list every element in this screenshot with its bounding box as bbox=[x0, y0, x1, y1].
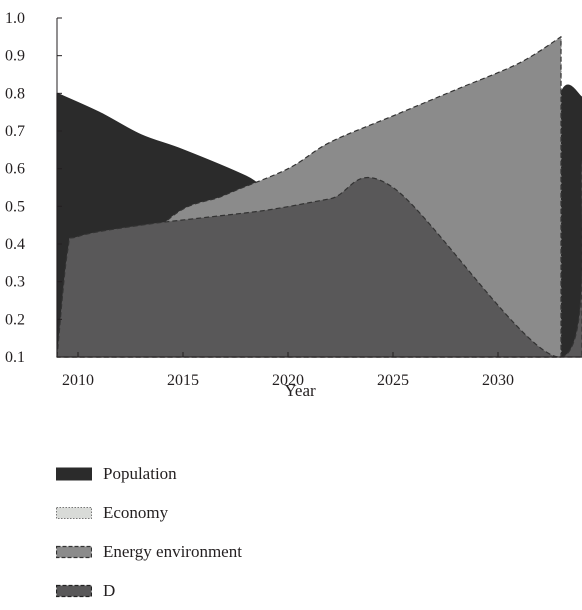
y-tick-label: 0.6 bbox=[5, 161, 25, 178]
legend-swatch-energy-environment bbox=[56, 545, 92, 558]
x-tick-label: 2010 bbox=[62, 372, 94, 389]
y-tick-label: 0.3 bbox=[5, 274, 25, 291]
y-tick-label: 1.0 bbox=[5, 10, 25, 27]
legend-item-population: Population bbox=[56, 454, 242, 493]
y-tick-label: 0.7 bbox=[5, 123, 25, 140]
y-tick-label: 0.4 bbox=[5, 236, 25, 253]
legend-label-d: D bbox=[103, 580, 116, 600]
legend-item-economy: Economy bbox=[56, 493, 242, 532]
legend-label-energy-environment: Energy environment bbox=[103, 541, 242, 561]
legend-item-d: D bbox=[56, 571, 242, 610]
legend-label-economy: Economy bbox=[103, 502, 169, 522]
legend-item-energy-environment: Energy environment bbox=[56, 532, 242, 571]
axes: 0.1 0.2 0.3 0.4 0.5 0.6 0.7 0.8 0.9 1.0 2010 2015 20… bbox=[5, 10, 582, 389]
x-tick-label: 2025 bbox=[377, 372, 409, 389]
legend-swatch-population bbox=[56, 467, 92, 480]
legend-label-population: Population bbox=[103, 463, 177, 483]
y-tick-label: 0.2 bbox=[5, 311, 25, 328]
chart: 0.1 0.2 0.3 0.4 0.5 0.6 0.7 0.8 0.9 1.0 2010 2015 20… bbox=[5, 10, 582, 400]
y-tick-label: 0.1 bbox=[5, 349, 25, 366]
x-tick-label: 2030 bbox=[482, 372, 514, 389]
plot-area bbox=[56, 36, 582, 358]
x-axis-title: Year bbox=[284, 381, 316, 400]
legend: Population Economy Energy environment D bbox=[56, 454, 242, 610]
y-tick-label: 0.8 bbox=[5, 85, 25, 102]
x-tick-label: 2015 bbox=[167, 372, 199, 389]
y-tick-label: 0.5 bbox=[5, 198, 25, 215]
legend-swatch-economy bbox=[56, 506, 92, 519]
x-tick-label: 2020 bbox=[272, 372, 304, 389]
y-tick-label: 0.9 bbox=[5, 48, 25, 65]
legend-swatch-d bbox=[56, 584, 92, 597]
